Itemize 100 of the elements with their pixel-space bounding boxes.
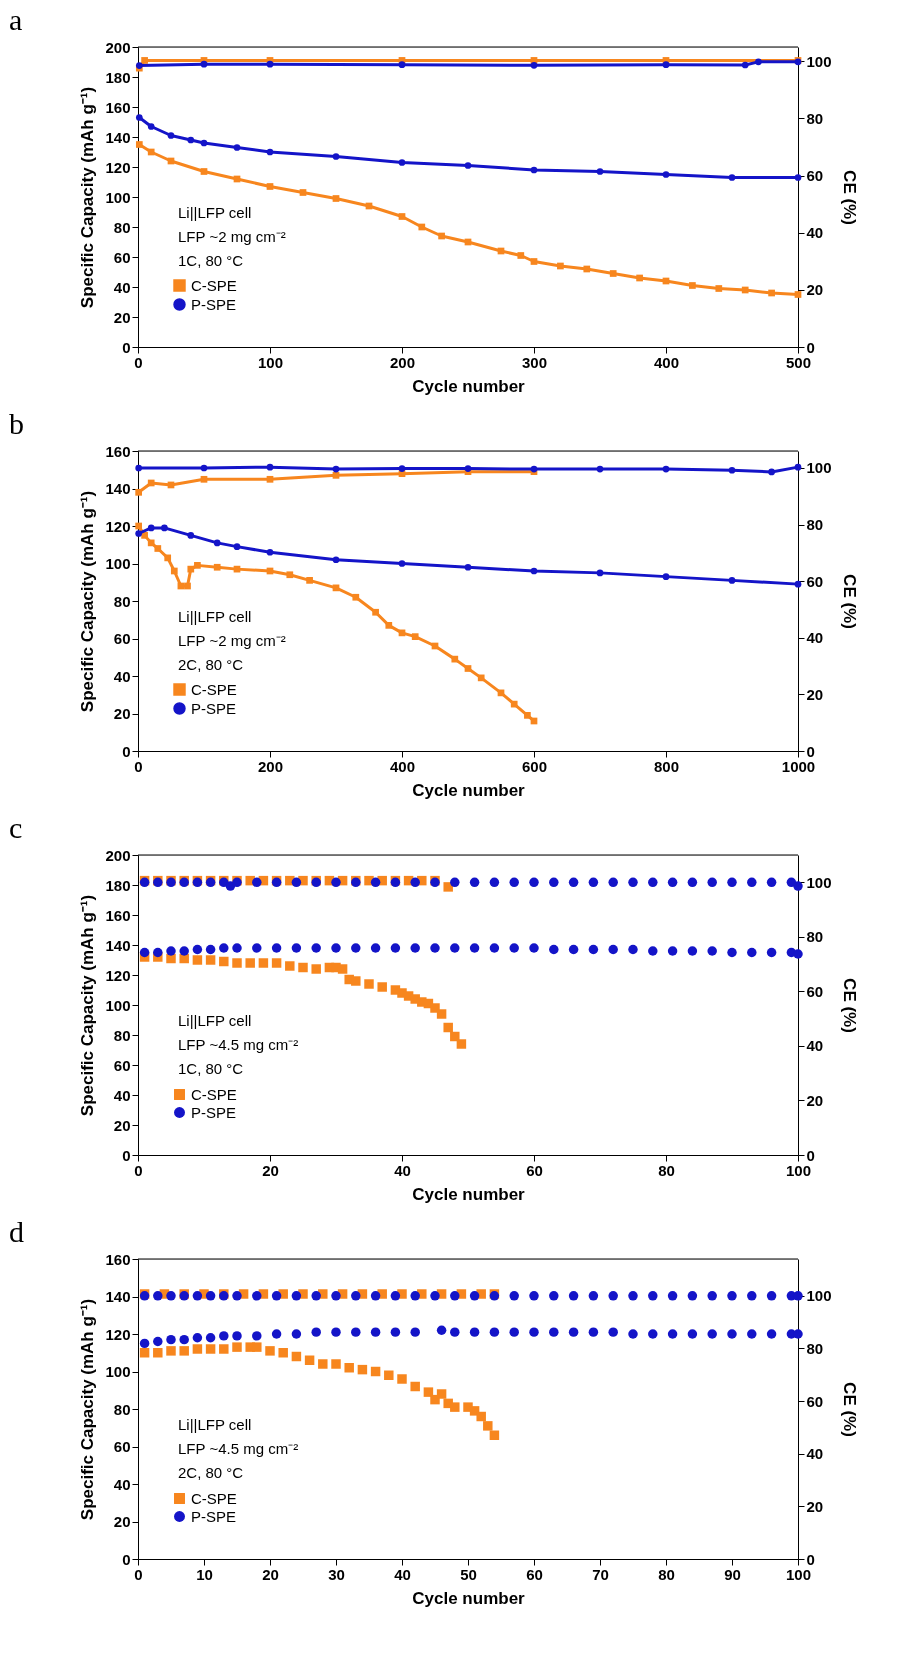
y2-tick-label: 80 [806,109,824,127]
point [418,223,426,231]
point [153,1348,163,1358]
point [135,488,143,496]
annotation: Li||LFP cell [178,204,252,221]
point [213,563,221,571]
x-tick-label: 500 [785,353,812,371]
point [147,479,155,487]
point [135,530,143,537]
point [306,577,313,584]
point [707,1329,717,1339]
point [258,958,269,968]
x-tick-label: 100 [785,1565,812,1583]
point [410,943,420,953]
point [450,943,460,953]
point [278,1348,288,1358]
point [793,949,803,959]
y2-tick-label: 40 [806,224,824,242]
point [741,286,749,294]
point [727,1329,737,1339]
point [687,946,698,956]
x-tick-label: 0 [134,757,143,775]
y2-tick-label: 100 [806,459,832,477]
x-tick-label: 10 [196,1565,213,1583]
point [265,1346,275,1356]
point [662,465,670,473]
x-tick-label: 40 [394,1161,411,1179]
point [608,1327,618,1337]
point [377,982,387,992]
point [398,560,406,567]
point [232,1342,242,1352]
point [464,162,472,169]
point [167,132,175,139]
point [233,144,241,151]
y-tick-label: 20 [113,705,131,722]
x-tick-label: 80 [658,1161,675,1179]
point [583,265,591,273]
y-tick-label: 120 [105,1325,131,1343]
point [139,947,150,958]
point [344,1363,354,1373]
y2-tick-label: 20 [806,281,824,299]
point [331,1359,341,1369]
point [436,1389,447,1399]
legend-label: P-SPE [191,1507,237,1525]
y2-tick-label: 60 [806,167,824,185]
point [232,958,242,968]
annotation: LFP ~2 mg cm⁻² [178,632,286,649]
chart-title: a [8,3,23,36]
point [200,168,208,175]
point [352,593,360,601]
point [450,1031,460,1042]
point [384,1370,394,1380]
point [299,189,307,196]
point [139,1348,150,1358]
y-tick-label: 60 [113,1056,131,1074]
y2-tick-label: 0 [806,742,815,760]
point [166,1334,176,1345]
y-tick-label: 20 [113,1116,131,1134]
point [245,958,255,968]
point [266,148,274,156]
x-tick-label: 40 [394,1565,411,1583]
annotation: Li||LFP cell [178,1012,252,1029]
point [232,943,242,953]
point [747,947,757,958]
point [398,159,406,166]
point [390,943,401,953]
point [179,1346,189,1356]
point [166,946,176,956]
y-tick-label: 160 [105,442,131,460]
legend-label: C-SPE [191,680,237,698]
y2-tick-label: 20 [806,1497,824,1515]
point [187,532,195,539]
y-tick-label: 120 [105,158,131,176]
point [200,475,208,483]
point [410,1327,420,1337]
point [568,1327,579,1337]
point [135,141,143,148]
y-tick-label: 180 [105,68,131,86]
point [464,665,472,672]
point [205,1344,216,1354]
x-tick-label: 0 [134,353,143,371]
point [628,1329,638,1339]
point [596,465,604,473]
legend-label: C-SPE [191,276,237,294]
x-tick-label: 60 [526,1565,543,1583]
point [153,1336,163,1347]
y2-tick-label: 40 [806,1037,824,1055]
x-tick-label: 50 [460,1565,477,1583]
point [483,1421,493,1431]
point [609,270,617,277]
point [728,174,736,181]
y-axis-title: Specific Capacity (mAh g⁻¹) [78,490,98,713]
point [662,171,670,178]
y-tick-label: 160 [105,1250,131,1268]
y-tick-label: 40 [113,667,131,685]
point [398,465,406,472]
point [153,947,163,958]
point [161,524,168,532]
point [689,282,696,289]
point [232,1331,242,1341]
